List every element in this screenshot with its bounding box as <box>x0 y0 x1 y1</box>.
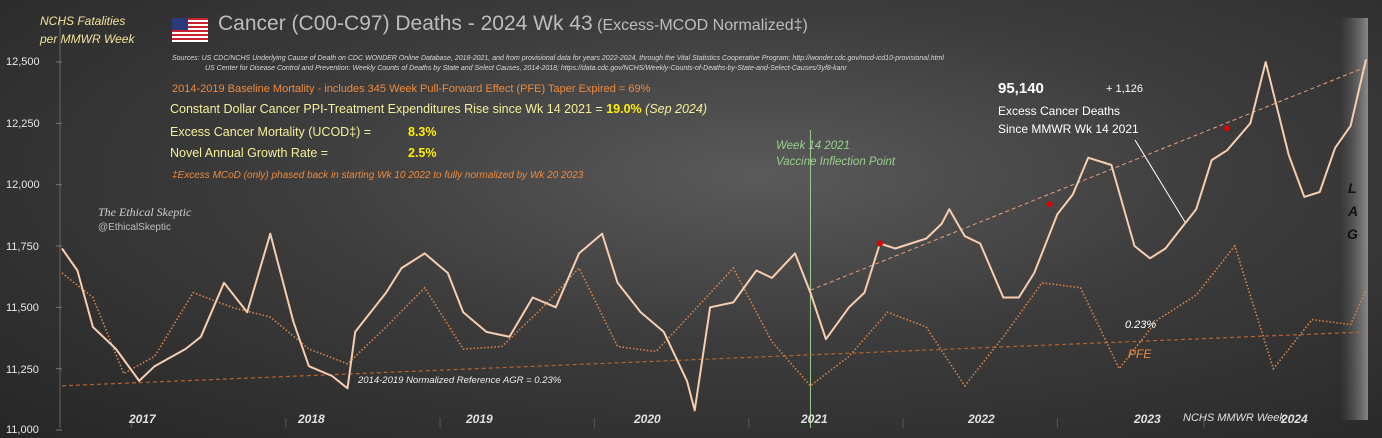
ppi-date: (Sep 2024) <box>645 102 708 116</box>
lag-letter-a: A <box>1348 203 1359 219</box>
y-tick-label: 11,750 <box>6 241 39 253</box>
baseline-note: 2014-2019 Baseline Mortality - includes … <box>172 83 651 95</box>
y-tick-label: 11,250 <box>6 364 39 376</box>
highlight-marker <box>1224 125 1231 132</box>
excess-deaths-line1: Excess Cancer Deaths <box>998 104 1121 118</box>
x-tick-label: 2022 <box>968 412 995 426</box>
brand-name: The Ethical Skeptic <box>98 205 192 219</box>
growth-rate-value: 2.5% <box>408 146 437 160</box>
chart-title-main: Cancer (C00-C97) Deaths - 2024 Wk 43 <box>218 12 593 35</box>
highlight-marker <box>1046 201 1053 208</box>
y-tick-label: 12,250 <box>6 118 40 130</box>
x-tick-label: 2018 <box>298 412 325 426</box>
excess-deaths-pointer <box>1134 139 1186 223</box>
lag-letter-g: G <box>1347 226 1358 242</box>
excess-deaths-line2: Since MMWR Wk 14 2021 <box>998 122 1139 136</box>
y-tick-label: 11,000 <box>6 424 39 436</box>
x-tick-label: 2019 <box>466 412 493 426</box>
brand-handle: @EthicalSkeptic <box>98 222 171 233</box>
excess-deaths-count: 95,140 <box>998 80 1044 97</box>
ppi-value: 19.0% <box>606 102 642 116</box>
excess-deaths-delta: + 1,126 <box>1106 83 1144 95</box>
lag-letter-l: L <box>1348 180 1357 196</box>
x-tick-label: 2021 <box>801 412 828 426</box>
inflection-label-line2: Vaccine Inflection Point <box>776 156 896 168</box>
actual-series-line <box>61 59 1367 412</box>
x-axis-title: NCHS MMWR Week <box>1183 412 1285 424</box>
baseline-series-line <box>61 244 1367 388</box>
y-axis-title-line1: NCHS Fatalities <box>40 14 126 28</box>
excess-mortality-value: 8.3% <box>408 125 437 139</box>
trend-series-line <box>810 66 1367 291</box>
sources-line1: Sources: US CDC/NCHS Underlying Cause of… <box>172 55 944 62</box>
x-tick-label: 2020 <box>634 412 661 426</box>
y-tick-label: 12,000 <box>6 179 40 191</box>
highlight-marker <box>876 240 883 247</box>
growth-rate-label: Novel Annual Growth Rate = <box>170 146 329 160</box>
x-tick-label: 2023 <box>1134 412 1161 426</box>
trend-pct-label: 0.23% <box>1125 319 1157 331</box>
inflection-label-line1: Week 14 2021 <box>776 140 850 152</box>
x-tick-label: 2024 <box>1281 412 1308 426</box>
excess-mortality-label: Excess Cancer Mortality (UCOD‡) = <box>170 125 372 139</box>
chart-title: Cancer (C00-C97) Deaths - 2024 Wk 43 (Ex… <box>218 12 808 36</box>
y-tick-label: 12,500 <box>6 56 40 68</box>
footnote: ‡Excess MCoD (only) phased back in start… <box>172 170 584 181</box>
reference-series-line <box>61 331 1367 387</box>
y-axis-title-line2: per MMWR Week <box>40 32 135 46</box>
us-flag-icon <box>172 18 208 42</box>
ppi-line: Constant Dollar Cancer PPI-Treatment Exp… <box>170 102 707 116</box>
sources-line2: US Center for Disease Control and Preven… <box>205 65 847 72</box>
pfe-label: PFE <box>1128 347 1152 361</box>
chart-title-suffix: (Excess-MCOD Normalized‡) <box>597 17 808 34</box>
x-tick-label: 2017 <box>129 412 156 426</box>
y-tick-label: 11,500 <box>6 302 39 314</box>
ppi-label: Constant Dollar Cancer PPI-Treatment Exp… <box>170 102 603 116</box>
lag-band <box>1340 18 1368 420</box>
reference-agr-label: 2014-2019 Normalized Reference AGR = 0.2… <box>358 375 562 386</box>
